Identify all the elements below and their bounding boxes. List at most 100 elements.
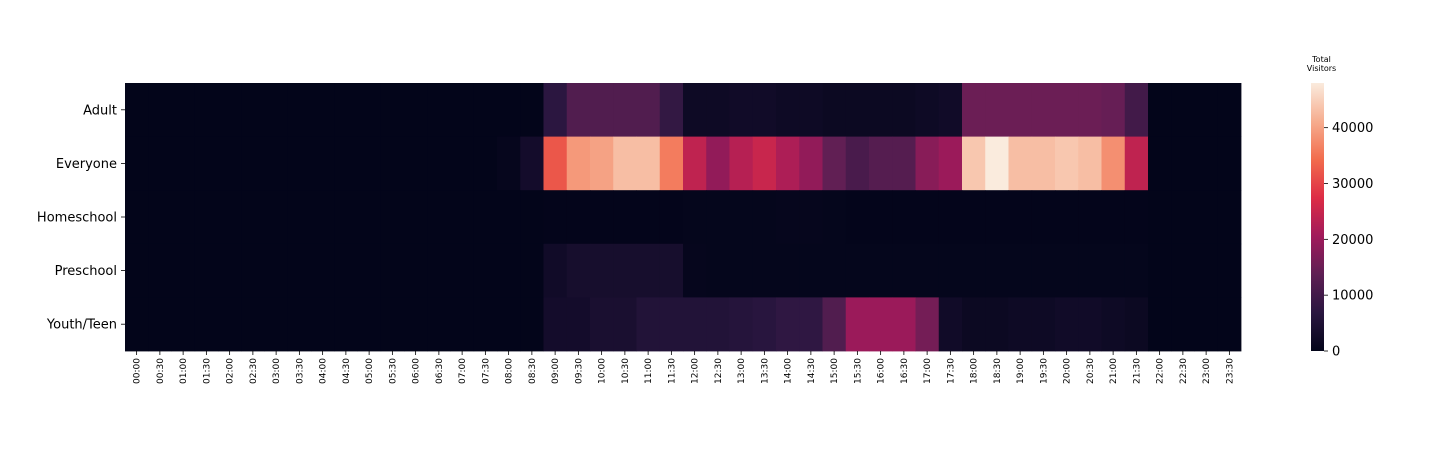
heatmap-cells	[125, 83, 1242, 352]
heatmap-cell	[985, 83, 1009, 137]
heatmap-cell	[473, 83, 498, 137]
x-tick-label: 06:30	[435, 358, 445, 384]
x-tick-label: 07:30	[481, 358, 491, 384]
heatmap-cell	[1148, 136, 1172, 191]
heatmap-cell	[125, 297, 149, 352]
heatmap-cell	[287, 83, 312, 137]
heatmap-cell	[613, 243, 637, 298]
heatmap-cell	[1055, 243, 1079, 298]
heatmap-cell	[520, 83, 544, 137]
x-tick-label: 23:30	[1225, 358, 1235, 384]
heatmap-cell	[1078, 136, 1102, 191]
heatmap-cell	[1008, 136, 1033, 191]
x-tick-label: 04:00	[319, 358, 329, 384]
x-tick-label: 21:30	[1132, 358, 1142, 384]
heatmap-cell	[380, 83, 405, 137]
heatmap-cell	[915, 83, 940, 137]
heatmap-cell	[799, 297, 823, 352]
heatmap-cell	[1078, 243, 1102, 298]
heatmap-cell	[659, 83, 684, 137]
heatmap-cell	[334, 136, 358, 191]
heatmap-cell	[938, 83, 963, 137]
heatmap-cell	[892, 83, 916, 137]
heatmap-cell	[752, 243, 777, 298]
heatmap-cell	[938, 190, 963, 245]
heatmap-cell	[357, 136, 382, 191]
heatmap-cell	[264, 190, 289, 245]
colorbar-tick-label: 10000	[1332, 289, 1373, 304]
heatmap-cell	[264, 83, 289, 137]
x-tick-label: 02:30	[249, 358, 259, 384]
heatmap-cell	[125, 243, 149, 298]
x-tick-label: 16:00	[877, 358, 887, 384]
heatmap-cell	[380, 243, 405, 298]
heatmap-cell	[1101, 83, 1126, 137]
x-tick-label: 09:00	[551, 358, 561, 384]
heatmap-cell	[962, 83, 986, 137]
heatmap-cell	[194, 190, 219, 245]
heatmap-cell	[1148, 83, 1172, 137]
heatmap-cell	[683, 136, 707, 191]
heatmap-cell	[380, 190, 405, 245]
heatmap-cell	[706, 190, 730, 245]
heatmap-cell	[706, 83, 730, 137]
heatmap-cell	[776, 83, 800, 137]
x-tick-label: 22:00	[1156, 358, 1166, 384]
heatmap-cell	[962, 243, 986, 298]
x-tick-label: 00:00	[133, 358, 143, 384]
heatmap-cell	[729, 190, 754, 245]
heatmap-cell	[497, 136, 521, 191]
heatmap-cell	[613, 190, 637, 245]
heatmap-cell	[892, 297, 916, 352]
heatmap-cell	[985, 136, 1009, 191]
heatmap-cell	[590, 297, 614, 352]
heatmap-cell	[1217, 190, 1242, 245]
x-tick-label: 09:30	[574, 358, 584, 384]
heatmap-cell	[938, 243, 963, 298]
heatmap-cell	[1101, 243, 1126, 298]
heatmap-cell	[822, 297, 847, 352]
heatmap-cell	[869, 297, 893, 352]
heatmap-cell	[497, 243, 521, 298]
heatmap-cell	[171, 83, 196, 137]
heatmap-cell	[1101, 297, 1126, 352]
heatmap-cell	[497, 83, 521, 137]
heatmap-cell	[1217, 297, 1242, 352]
heatmap-cell	[520, 190, 544, 245]
heatmap-cell	[962, 136, 986, 191]
heatmap-cell	[636, 297, 661, 352]
heatmap-cell	[1031, 190, 1056, 245]
heatmap-cell	[497, 190, 521, 245]
heatmap-cell	[869, 136, 893, 191]
x-tick-label: 02:00	[226, 358, 236, 384]
heatmap-cell	[334, 83, 358, 137]
x-tick-label: 12:00	[691, 358, 701, 384]
heatmap-cell	[1008, 83, 1033, 137]
heatmap-cell	[194, 136, 219, 191]
x-tick-label: 19:00	[1016, 358, 1026, 384]
heatmap-cell	[706, 243, 730, 298]
heatmap-cell	[427, 297, 451, 352]
heatmap-cell	[125, 136, 149, 191]
heatmap-cell	[822, 190, 847, 245]
heatmap-cell	[1055, 83, 1079, 137]
x-tick-label: 17:30	[946, 358, 956, 384]
heatmap-cell	[845, 190, 870, 245]
heatmap-cell	[659, 190, 684, 245]
heatmap-cell	[473, 136, 498, 191]
heatmap-cell	[357, 190, 382, 245]
x-tick-label: 11:00	[644, 358, 654, 384]
heatmap-cell	[427, 83, 451, 137]
heatmap-cell	[404, 83, 428, 137]
heatmap-cell	[543, 83, 568, 137]
heatmap-cell	[171, 297, 196, 352]
x-tick-label: 03:30	[295, 358, 305, 384]
heatmap-cell	[287, 136, 312, 191]
heatmap-cell	[776, 243, 800, 298]
x-tick-label: 17:00	[923, 358, 933, 384]
heatmap-cell	[776, 297, 800, 352]
heatmap-cell	[334, 297, 358, 352]
heatmap-cell	[729, 243, 754, 298]
